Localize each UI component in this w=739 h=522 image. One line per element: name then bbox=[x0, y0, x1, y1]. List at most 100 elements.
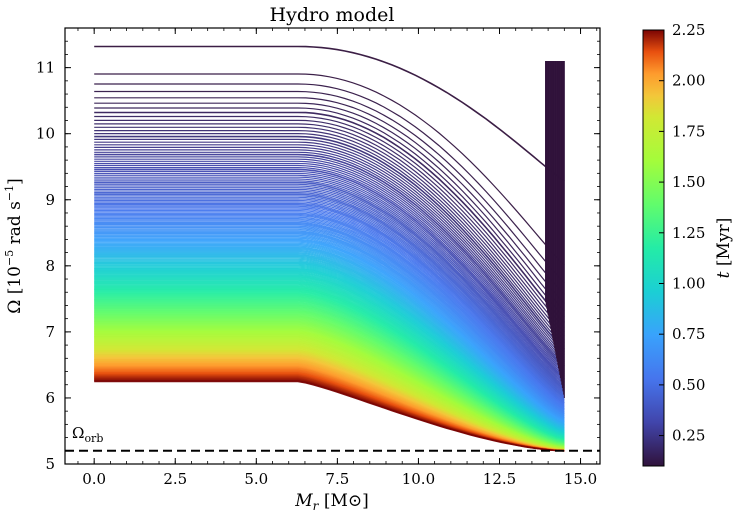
colorbar bbox=[642, 29, 665, 467]
chart-title: Hydro model bbox=[270, 4, 395, 26]
profile-line bbox=[94, 231, 565, 419]
profile-line bbox=[94, 267, 565, 434]
profile-line bbox=[94, 198, 565, 400]
profile-line bbox=[94, 207, 565, 406]
y-tick-label: 9 bbox=[45, 191, 55, 209]
profile-line bbox=[94, 115, 565, 328]
profile-line bbox=[94, 133, 565, 347]
colorbar-tick-label: 0.75 bbox=[672, 325, 705, 343]
y-axis-label-exp2: −1 bbox=[3, 185, 16, 201]
x-tick-label: 10.0 bbox=[402, 470, 435, 488]
y-tick-label: 10 bbox=[36, 125, 55, 143]
x-tick-label: 2.5 bbox=[163, 470, 187, 488]
profile-line bbox=[94, 123, 565, 337]
profile-line bbox=[94, 257, 565, 430]
profile-line bbox=[94, 208, 565, 407]
profile-line bbox=[94, 187, 565, 393]
profile-line bbox=[94, 153, 565, 367]
profile-line bbox=[94, 216, 565, 411]
profile-line bbox=[94, 181, 565, 390]
profile-line bbox=[94, 218, 565, 412]
profile-line bbox=[94, 107, 565, 318]
profile-line bbox=[94, 220, 565, 413]
profile-line bbox=[94, 250, 565, 428]
x-tick-label: 7.5 bbox=[325, 470, 349, 488]
profile-line bbox=[94, 172, 565, 383]
y-axis-label-mid: rad s bbox=[5, 201, 25, 250]
profile-lines bbox=[94, 45, 565, 452]
profile-line bbox=[94, 126, 565, 341]
colorbar-label: t [Myr] bbox=[714, 218, 734, 279]
profile-line bbox=[94, 212, 565, 409]
profile-line bbox=[94, 226, 565, 417]
profile-line bbox=[94, 158, 565, 371]
profile-line bbox=[94, 97, 565, 304]
profile-line bbox=[94, 201, 565, 402]
colorbar-tick-label: 1.00 bbox=[672, 274, 705, 292]
profile-line bbox=[94, 245, 565, 425]
profile-line bbox=[94, 211, 565, 408]
profile-line bbox=[94, 102, 565, 312]
profile-line bbox=[94, 193, 565, 398]
profile-line bbox=[94, 119, 565, 333]
y-tick-label: 8 bbox=[45, 257, 55, 275]
colorbar-label-var: t bbox=[714, 271, 734, 278]
profile-line bbox=[94, 265, 565, 433]
profile-line bbox=[94, 235, 565, 421]
profile-line bbox=[94, 192, 565, 396]
profile-line bbox=[94, 180, 565, 388]
profile-line bbox=[94, 248, 565, 427]
x-axis-label-var: M bbox=[294, 491, 313, 511]
y-axis-label: Ω [10−5 rad s−1] bbox=[3, 178, 25, 314]
profile-line bbox=[94, 241, 565, 423]
y-tick-label: 6 bbox=[45, 389, 55, 407]
colorbar-tick-label: 2.25 bbox=[672, 21, 705, 39]
profile-line bbox=[94, 73, 565, 266]
profile-line bbox=[94, 83, 565, 284]
profile-line bbox=[94, 256, 565, 430]
profile-line bbox=[94, 141, 565, 356]
profile-line bbox=[94, 215, 565, 411]
y-axis-label-end: ] bbox=[5, 178, 25, 185]
profile-line bbox=[94, 225, 565, 416]
profile-line bbox=[94, 202, 565, 403]
x-axis-ticks: 0.0 2.5 5.0 7.5 10.0 12.5 15.0 bbox=[77, 28, 597, 488]
x-tick-label: 5.0 bbox=[244, 470, 268, 488]
x-tick-label: 15.0 bbox=[564, 470, 597, 488]
profile-line bbox=[94, 242, 565, 424]
y-tick-label: 5 bbox=[45, 455, 55, 473]
profile-line bbox=[94, 252, 565, 428]
x-tick-label: 12.5 bbox=[483, 470, 516, 488]
profile-line bbox=[94, 380, 565, 452]
profile-line bbox=[94, 234, 565, 420]
profile-line bbox=[94, 162, 565, 375]
profile-line bbox=[94, 209, 565, 407]
y-axis-label-exp: −5 bbox=[3, 250, 16, 266]
y-axis-label-main: Ω [10 bbox=[5, 266, 25, 314]
profile-line bbox=[94, 228, 565, 417]
profile-line bbox=[94, 259, 565, 431]
profile-line bbox=[94, 170, 565, 381]
y-axis-ticks: 5 6 7 8 9 10 11 bbox=[36, 27, 600, 473]
profile-line bbox=[94, 167, 565, 378]
profile-line bbox=[94, 188, 565, 394]
profile-line bbox=[94, 111, 565, 324]
colorbar-ticks: 0.25 0.50 0.75 1.00 1.25 1.50 1.75 2.00 2.25 bbox=[659, 21, 705, 445]
profile-line bbox=[94, 144, 565, 358]
profile-line bbox=[94, 204, 565, 404]
profile-line bbox=[94, 253, 565, 428]
colorbar-tick-label: 2.00 bbox=[672, 72, 705, 90]
colorbar-tick-label: 0.25 bbox=[672, 427, 705, 445]
profile-line bbox=[94, 130, 565, 344]
profile-line bbox=[94, 160, 565, 373]
profile-line bbox=[94, 190, 565, 395]
profile-line bbox=[94, 223, 565, 415]
profile-line bbox=[94, 183, 565, 391]
profile-line bbox=[94, 156, 565, 369]
profile-line bbox=[94, 146, 565, 361]
profile-line bbox=[94, 174, 565, 384]
profile-line bbox=[94, 224, 565, 415]
profile-line bbox=[94, 254, 565, 429]
colorbar-tick-label: 0.50 bbox=[672, 376, 705, 394]
